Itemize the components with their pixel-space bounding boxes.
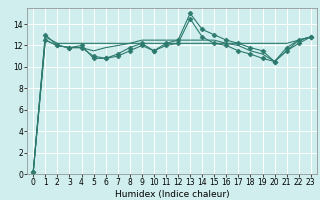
X-axis label: Humidex (Indice chaleur): Humidex (Indice chaleur) [115,190,229,199]
